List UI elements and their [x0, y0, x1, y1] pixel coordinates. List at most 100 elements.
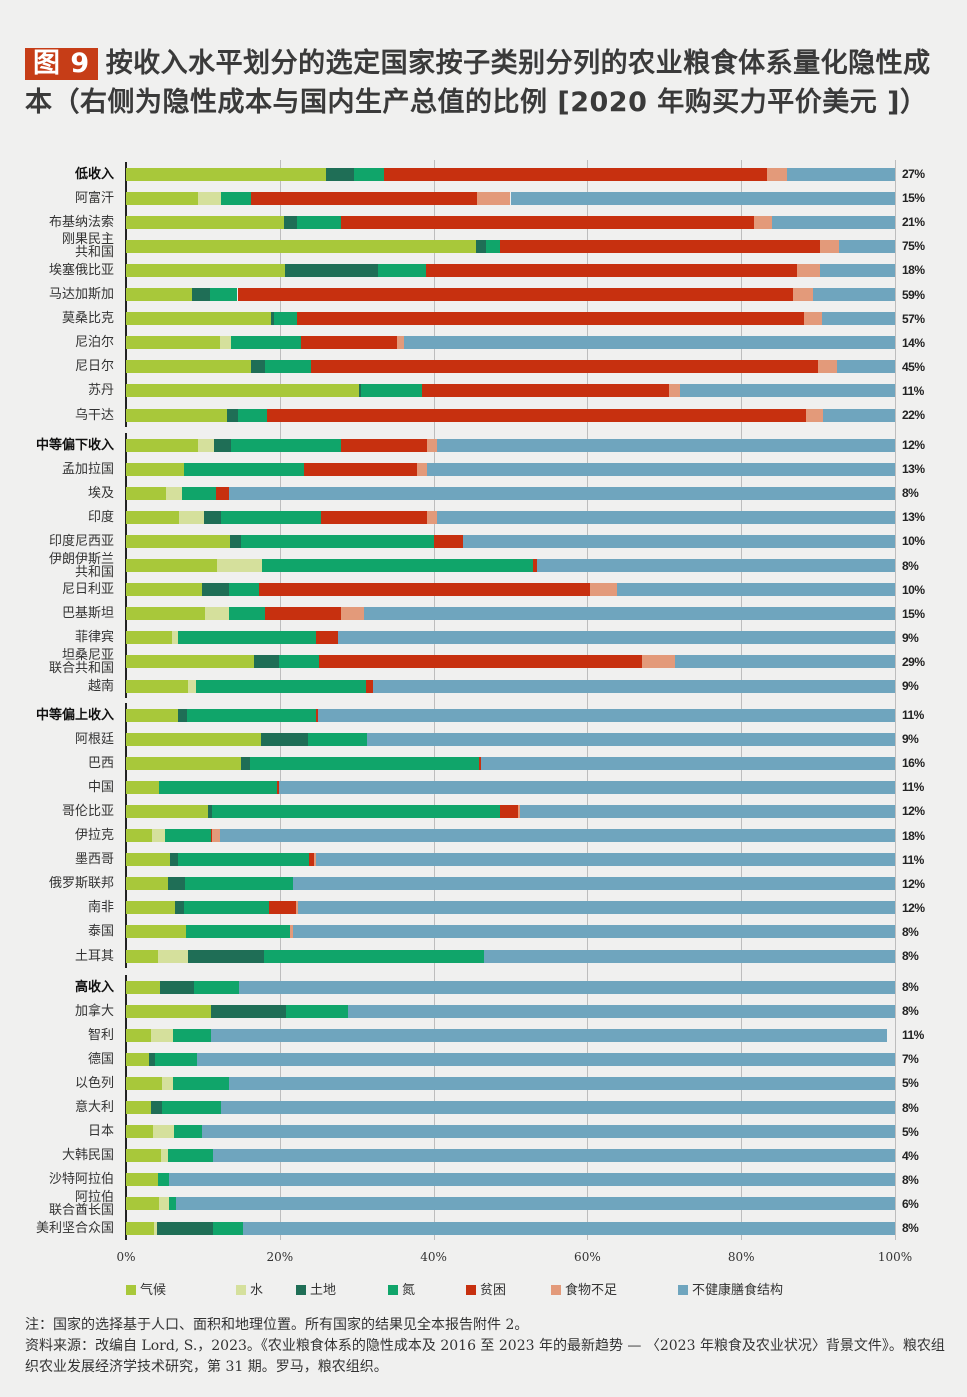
bar-segment-不健康膳食结构: [838, 239, 895, 253]
legend-swatch: [296, 1285, 306, 1295]
gdp-share-label: 15%: [902, 606, 925, 621]
country-label: 哥伦比亚: [61, 803, 114, 819]
bar-segment-气候: [126, 312, 272, 326]
bar-segment-不健康膳食结构: [219, 829, 895, 842]
bar-segment-贫困: [320, 510, 428, 524]
bar-segment-不健康膳食结构: [348, 1004, 895, 1018]
bar-segment-贫困: [425, 263, 797, 277]
country-label: 大韩民国: [61, 1148, 114, 1164]
bar-segment-贫困: [319, 655, 642, 669]
country-label: 俄罗斯联邦: [48, 876, 114, 892]
legend-label: 水: [250, 1283, 264, 1298]
legend-item: 气候: [126, 1279, 166, 1298]
bar-segment-氮: [183, 462, 305, 476]
bar-segment-气候: [126, 559, 217, 572]
country-label: 莫桑比克: [61, 311, 114, 327]
bar-segment-贫困: [237, 288, 794, 301]
bar-segment-贫困: [365, 679, 373, 693]
gridline: [895, 160, 896, 1240]
bar-segment-贫困: [269, 901, 296, 915]
bar-segment-贫困: [384, 167, 768, 181]
gdp-share-label: 9%: [902, 679, 919, 693]
bar-segment-气候: [126, 1004, 212, 1018]
bar-segment-氮: [285, 1004, 349, 1018]
gdp-share-label: 13%: [902, 510, 925, 525]
bar-segment-气候: [126, 980, 160, 994]
gdp-share-label: 9%: [902, 732, 919, 747]
bar-segment-食物不足: [397, 336, 405, 350]
legend-label: 土地: [310, 1283, 337, 1298]
bar-segment-氮: [221, 191, 251, 205]
bar-segment-气候: [126, 462, 184, 476]
legend-swatch: [126, 1285, 136, 1295]
bar-segment-贫困: [301, 336, 398, 350]
bar-segment-不健康膳食结构: [367, 732, 895, 746]
bar-segment-食物不足: [417, 462, 428, 476]
chart-title: 图 9 按收入水平划分的选定国家按子类别分列的农业粮食体系量化隐性成本（右侧为隐性…: [25, 44, 945, 122]
bar-segment-不健康膳食结构: [175, 1197, 895, 1211]
bar-segment-氮: [265, 360, 312, 374]
figure-badge: 图 9: [25, 48, 98, 80]
country-label: 土耳其: [74, 948, 114, 964]
bar-segment-水: [150, 1028, 173, 1042]
bar-segment-贫困: [422, 384, 669, 398]
legend-swatch: [678, 1285, 688, 1295]
bar-segment-不健康膳食结构: [823, 408, 895, 422]
bar-segment-水: [179, 510, 205, 524]
country-label: 马达加斯加: [48, 287, 114, 302]
bar-segment-水: [154, 1221, 157, 1235]
gdp-share-label: 21%: [902, 215, 925, 230]
gdp-share-label: 8%: [902, 1100, 919, 1115]
x-tick-label: 20%: [266, 1250, 294, 1264]
bar-segment-氮: [158, 1173, 170, 1187]
gdp-share-label: 16%: [902, 756, 925, 771]
gdp-share-label: 8%: [902, 924, 919, 939]
country-label: 泰国: [87, 924, 114, 940]
bar-segment-氮: [184, 901, 270, 915]
country-label: 印度尼西亚: [48, 533, 114, 549]
bar-segment-氮: [237, 408, 268, 422]
legend-label: 气候: [140, 1283, 167, 1298]
gdp-share-label: 9%: [902, 630, 919, 645]
gdp-share-label: 11%: [902, 1028, 924, 1043]
bar-segment-不健康膳食结构: [536, 559, 895, 572]
country-label: 苏丹: [87, 383, 114, 399]
bar-segment-氮: [240, 534, 434, 548]
bar-segment-气候: [126, 1101, 151, 1114]
bar-segment-食物不足: [314, 853, 316, 867]
bar-segment-贫困: [478, 756, 481, 770]
bar-segment-土地: [253, 655, 280, 669]
bar-segment-土地: [211, 1004, 286, 1018]
bar-segment-水: [160, 1149, 168, 1163]
bar-segment-不健康膳食结构: [364, 607, 895, 621]
country-label: 美利坚合众国: [35, 1220, 114, 1236]
bar-segment-不健康膳食结构: [239, 980, 895, 994]
bar-segment-食物不足: [589, 583, 617, 597]
bar-segment-土地: [187, 949, 264, 963]
bar-segment-氮: [229, 583, 260, 597]
gdp-share-label: 8%: [902, 1172, 919, 1187]
bar-segment-氮: [193, 980, 240, 994]
bar-segment-气候: [126, 829, 153, 842]
x-tick-label: 40%: [420, 1250, 447, 1264]
bar-segment-氮: [167, 1149, 213, 1163]
bar-segment-土地: [283, 215, 298, 229]
gdp-share-label: 75%: [902, 239, 925, 254]
country-label: 德国: [87, 1051, 114, 1067]
bar-segment-气候: [126, 1197, 160, 1211]
bar-segment-氮: [185, 925, 290, 939]
bar-segment-贫困: [532, 559, 537, 572]
bar-segment-土地: [207, 804, 213, 818]
bar-segment-氮: [249, 756, 479, 770]
bar-segment-氮: [185, 877, 293, 891]
gdp-share-label: 18%: [902, 263, 925, 278]
legend-item: 贫困: [466, 1279, 506, 1298]
country-label: 墨西哥: [74, 852, 114, 868]
bar-segment-土地: [475, 239, 486, 253]
bar-segment-土地: [204, 510, 222, 524]
bar-segment-土地: [202, 583, 230, 597]
bar-segment-氮: [279, 655, 319, 669]
bar-segment-贫困: [250, 191, 478, 205]
bar-segment-土地: [149, 1052, 156, 1066]
